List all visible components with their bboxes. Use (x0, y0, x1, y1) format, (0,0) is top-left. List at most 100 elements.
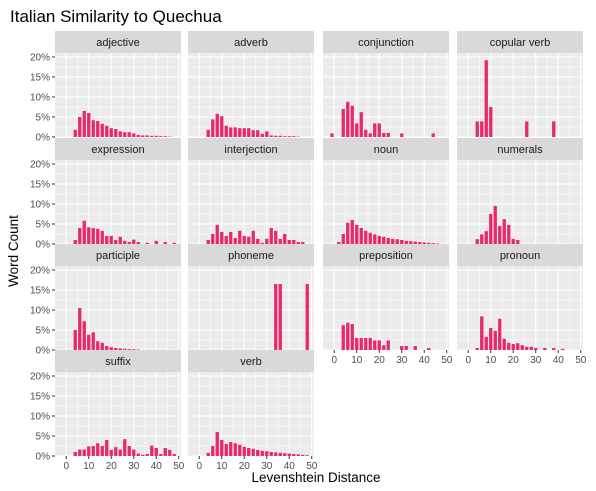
x-tick-label: 10 (351, 355, 363, 366)
bar (512, 239, 515, 244)
bar (123, 439, 126, 456)
y-tick-label: 20% (30, 160, 50, 171)
bar (150, 446, 153, 456)
bar (92, 120, 95, 137)
bar (164, 448, 167, 456)
facet-suffix: suffix0%5%10%15%20%0 10 20 30 40 50 (30, 350, 185, 472)
bar (373, 123, 376, 137)
bar (137, 242, 140, 244)
x-tick-label: 20 (508, 355, 520, 366)
facet-strip-label: adverb (234, 37, 268, 49)
bar (155, 448, 158, 456)
facet-copular-verb: copular verb (457, 31, 583, 137)
bar (400, 346, 403, 350)
bar (173, 243, 176, 244)
bar (114, 348, 117, 350)
bar (83, 111, 86, 137)
bar (378, 340, 381, 350)
bar (274, 136, 277, 137)
bar (485, 60, 488, 137)
bar (96, 443, 99, 456)
x-tick-label: 20 (374, 355, 386, 366)
facet-strip-label: suffix (105, 356, 131, 368)
facet-noun: noun (323, 138, 449, 244)
bar (292, 454, 295, 456)
bar (105, 346, 108, 350)
x-tick-label: 50 (575, 355, 587, 366)
bar (114, 129, 117, 137)
bar (211, 119, 214, 137)
bar (252, 130, 255, 137)
bar (279, 239, 282, 244)
bar (373, 234, 376, 244)
bar (247, 128, 250, 137)
bar (480, 121, 483, 137)
bar (414, 346, 417, 350)
bar (503, 339, 506, 350)
bar (391, 239, 394, 244)
x-tick-label: 0 (63, 461, 69, 472)
bar (489, 328, 492, 350)
bar (220, 440, 223, 456)
facet-adjective: adjective 0% 5% 10% 15% 20% (30, 31, 181, 144)
bar (405, 346, 408, 350)
facet-phoneme: phoneme (188, 244, 314, 350)
bar (297, 454, 300, 456)
bar (207, 130, 210, 137)
facet-strip-label: expression (91, 144, 144, 156)
bar (387, 238, 390, 244)
bar (92, 446, 95, 456)
panel-background (55, 160, 181, 244)
bar (373, 340, 376, 350)
bar (364, 338, 367, 350)
bar (288, 240, 291, 244)
bar (279, 136, 282, 137)
bar (292, 136, 295, 137)
bar (476, 121, 479, 137)
bar (283, 136, 286, 137)
bar (146, 243, 149, 244)
bar (220, 232, 223, 244)
bar (229, 232, 232, 244)
bar (119, 237, 122, 244)
y-tick-label: 20% (30, 53, 50, 64)
x-tick-label: 50 (441, 355, 453, 366)
bar (494, 331, 497, 350)
panel-background (457, 266, 583, 350)
x-tick-label: 0 (331, 355, 337, 366)
facet-strip-label: preposition (359, 250, 413, 262)
bar (270, 228, 273, 244)
panel-background (55, 372, 181, 456)
x-tick-label: 20 (106, 461, 118, 472)
bar (123, 241, 126, 244)
bar (101, 231, 104, 244)
bar (414, 242, 417, 244)
bar (74, 130, 77, 137)
bar (238, 231, 241, 244)
bar (351, 106, 354, 137)
bar (418, 242, 421, 244)
x-tick-label: 30 (128, 461, 140, 472)
bar (378, 123, 381, 137)
bar (534, 348, 537, 350)
bar (87, 335, 90, 350)
x-tick-label: 10 (83, 461, 95, 472)
bar (351, 220, 354, 244)
panel-background (188, 372, 314, 456)
bar (119, 131, 122, 137)
bar (238, 128, 241, 137)
x-tick-label: 50 (306, 461, 318, 472)
bar (78, 308, 81, 350)
bar (128, 132, 131, 137)
bar (346, 323, 349, 350)
bar (476, 239, 479, 244)
bar (396, 239, 399, 244)
bar (355, 123, 358, 137)
bar (119, 348, 122, 350)
bar (252, 231, 255, 244)
bar (96, 341, 99, 350)
bar (220, 116, 223, 137)
bar (211, 234, 214, 244)
bar (247, 448, 250, 456)
facet-strip-label: interjection (224, 144, 277, 156)
